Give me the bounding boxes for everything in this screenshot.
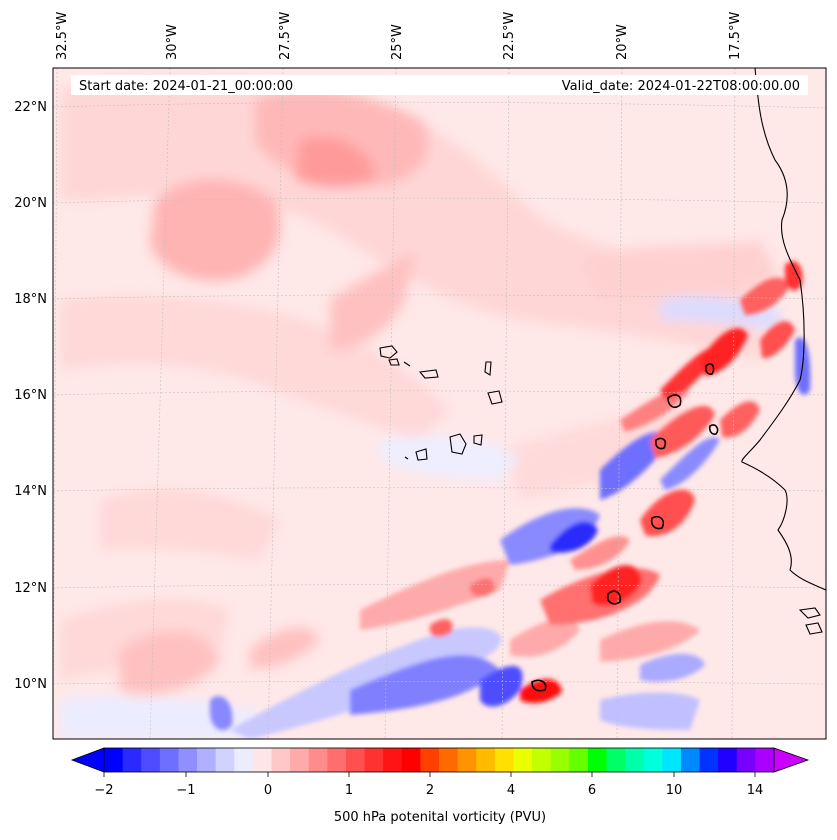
header-bar xyxy=(71,75,808,95)
colorbar-segment xyxy=(755,748,775,772)
colorbar-segment xyxy=(550,748,570,772)
colorbar-segment xyxy=(643,748,663,772)
colorbar-segment xyxy=(606,748,626,772)
colorbar-segment xyxy=(345,748,366,772)
lat-label: 20°N xyxy=(14,196,47,211)
colorbar-segment xyxy=(159,748,180,772)
colorbar-segment xyxy=(327,748,347,772)
colorbar-segment xyxy=(271,748,291,772)
colorbar-segment xyxy=(513,748,533,772)
lon-labels: 32.5°W 30°W 27.5°W 25°W 22.5°W 20°W 17.5… xyxy=(55,12,743,60)
graticule xyxy=(53,68,826,739)
lat-labels: 22°N 20°N 18°N 16°N 14°N 12°N 10°N xyxy=(14,100,47,692)
colorbar-segment xyxy=(718,748,738,772)
colorbar-segment xyxy=(383,748,403,772)
colorbar-tick-label: 4 xyxy=(507,783,515,798)
colorbar-segment xyxy=(662,748,682,772)
coastline xyxy=(379,68,826,635)
colorbar-tick-label: −2 xyxy=(94,783,113,798)
valid-date-label: Valid_date: 2024-01-22T08:00:00.00 xyxy=(562,79,800,94)
colorbar-segment xyxy=(141,748,161,772)
colorbar-segment xyxy=(290,748,310,772)
lon-label: 22.5°W xyxy=(502,12,517,60)
colorbar-segment xyxy=(625,748,645,772)
colorbar-tick-label: −1 xyxy=(176,783,195,798)
lat-label: 14°N xyxy=(14,484,47,499)
colorbar-tick-label: 6 xyxy=(588,783,596,798)
colorbar-segment xyxy=(178,748,198,772)
lon-label: 32.5°W xyxy=(55,12,70,60)
colorbar-segment xyxy=(364,748,384,772)
start-date-label: Start date: 2024-01-21_00:00:00 xyxy=(79,79,293,94)
colorbar-under-arrow xyxy=(70,747,105,773)
colorbar-segment xyxy=(494,748,515,772)
colorbar-outline xyxy=(103,747,775,773)
lat-label: 12°N xyxy=(14,581,47,596)
colorbar-segment xyxy=(699,748,719,772)
lon-label: 17.5°W xyxy=(728,12,743,60)
colorbar-segment xyxy=(215,748,235,772)
colorbar-label: 500 hPa potenital vorticity (PVU) xyxy=(334,810,546,825)
colorbar-tick-label: 14 xyxy=(747,783,764,798)
lon-label: 27.5°W xyxy=(278,12,293,60)
colorbar-segment xyxy=(308,748,328,772)
colorbar-segment xyxy=(234,748,254,772)
colorbar-segment xyxy=(420,748,440,772)
colorbar-segment xyxy=(532,748,552,772)
colorbar-segment xyxy=(736,748,756,772)
colorbar-ticks xyxy=(103,772,756,777)
pv-streaks xyxy=(210,261,811,739)
lon-label: 20°W xyxy=(615,24,630,60)
colorbar-tick-label: 0 xyxy=(264,783,272,798)
colorbar-segment xyxy=(569,748,589,772)
colorbar-segment xyxy=(439,748,459,772)
lat-label: 16°N xyxy=(14,388,47,403)
lat-label: 10°N xyxy=(14,677,47,692)
colorbar-segment xyxy=(457,748,477,772)
lat-label: 18°N xyxy=(14,292,47,307)
lon-label: 30°W xyxy=(165,24,180,60)
colorbar-segment xyxy=(401,748,421,772)
map-frame xyxy=(52,67,827,740)
map-area xyxy=(53,68,826,739)
colorbar-tick-label: 1 xyxy=(345,783,353,798)
colorbar-tick-label: 2 xyxy=(426,783,434,798)
colorbar: −2 −1 0 1 2 4 6 10 14 500 hPa potenital … xyxy=(70,747,810,825)
lat-label: 22°N xyxy=(14,100,47,115)
colorbar-over-arrow xyxy=(773,747,810,773)
colorbar-tick-label: 10 xyxy=(666,783,683,798)
colorbar-segment xyxy=(680,748,701,772)
pv-contours xyxy=(531,363,719,692)
colorbar-segment xyxy=(197,748,217,772)
colorbar-segment xyxy=(587,748,608,772)
pv-field-moderate xyxy=(120,89,428,694)
colorbar-segment xyxy=(104,748,124,772)
colorbar-segment xyxy=(476,748,496,772)
colorbar-segment xyxy=(122,748,142,772)
lon-label: 25°W xyxy=(390,24,405,60)
colorbar-segment xyxy=(252,748,273,772)
colorbar-segments xyxy=(104,748,775,772)
pv-field-weak xyxy=(60,78,780,739)
